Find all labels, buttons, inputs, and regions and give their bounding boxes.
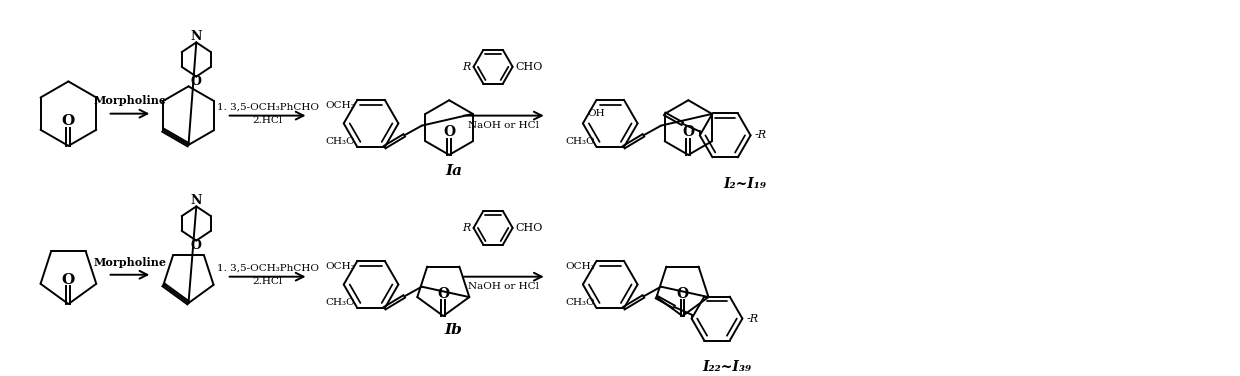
Text: O: O bbox=[682, 126, 694, 139]
Text: -R: -R bbox=[754, 130, 766, 140]
Text: -R: -R bbox=[746, 314, 759, 324]
Text: O: O bbox=[438, 287, 449, 300]
Text: NaOH or HCl: NaOH or HCl bbox=[469, 121, 539, 130]
Text: Morpholine: Morpholine bbox=[93, 256, 166, 268]
Text: 1. 3,5-OCH₃PhCHO: 1. 3,5-OCH₃PhCHO bbox=[217, 102, 319, 111]
Text: Ia: Ia bbox=[445, 164, 463, 179]
Text: CH₃O: CH₃O bbox=[326, 298, 356, 307]
Text: CHO: CHO bbox=[516, 62, 543, 72]
Text: O: O bbox=[62, 273, 76, 287]
Text: O: O bbox=[191, 75, 202, 88]
Text: N: N bbox=[191, 194, 202, 207]
Text: I₂~I₁₉: I₂~I₁₉ bbox=[723, 177, 766, 191]
Text: O: O bbox=[191, 239, 202, 252]
Text: 2.HCl: 2.HCl bbox=[253, 277, 283, 286]
Text: OH: OH bbox=[588, 109, 605, 118]
Text: R: R bbox=[463, 62, 471, 72]
Text: Ib: Ib bbox=[444, 323, 463, 337]
Text: CH₃O: CH₃O bbox=[565, 137, 595, 146]
Text: Morpholine: Morpholine bbox=[93, 96, 166, 106]
Text: CH₃O: CH₃O bbox=[326, 137, 356, 146]
Text: CH₃O: CH₃O bbox=[565, 298, 595, 307]
Text: I₂₂~I₃₉: I₂₂~I₃₉ bbox=[702, 360, 751, 374]
Text: O: O bbox=[676, 287, 688, 300]
Text: 2.HCl: 2.HCl bbox=[253, 116, 283, 125]
Text: NaOH or HCl: NaOH or HCl bbox=[469, 282, 539, 291]
Text: CHO: CHO bbox=[516, 223, 543, 233]
Text: R: R bbox=[463, 223, 471, 233]
Text: OCH₃: OCH₃ bbox=[326, 262, 356, 271]
Text: N: N bbox=[191, 30, 202, 43]
Text: OCH₃: OCH₃ bbox=[326, 101, 356, 110]
Text: O: O bbox=[62, 114, 76, 129]
Text: OCH₃: OCH₃ bbox=[565, 262, 595, 271]
Text: O: O bbox=[443, 126, 455, 139]
Text: 1. 3,5-OCH₃PhCHO: 1. 3,5-OCH₃PhCHO bbox=[217, 264, 319, 272]
